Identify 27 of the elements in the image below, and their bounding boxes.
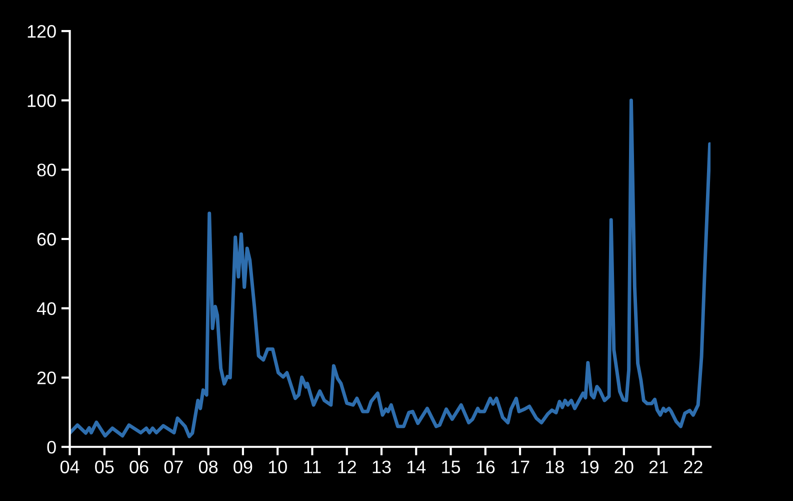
y-tick-label: 100 [28, 94, 56, 108]
x-tick-label: 13 [372, 460, 391, 474]
y-tick-label: 20 [37, 372, 56, 384]
x-tick-label: 22 [684, 460, 702, 474]
x-tick-label: 07 [164, 460, 183, 474]
x-tick-label: 19 [580, 460, 598, 474]
line-series [70, 98, 711, 438]
x-tick-label: 10 [268, 460, 287, 474]
y-tick-label: 60 [37, 232, 56, 246]
y-tick-label: 40 [36, 302, 56, 315]
x-tick-label: 17 [511, 460, 530, 474]
x-tick-label: 08 [198, 460, 218, 474]
x-tick-label: 14 [407, 460, 426, 474]
y-tick-label: 80 [37, 164, 56, 176]
x-tick-label: 09 [234, 460, 252, 474]
x-tick-label: 04 [60, 460, 80, 474]
x-tick-label: 20 [614, 460, 634, 474]
x-tick-label: 12 [338, 460, 356, 474]
x-tick-label: 15 [442, 460, 460, 474]
x-tick-label: 06 [130, 460, 148, 474]
x-tick-label: 21 [649, 460, 668, 474]
x-tick-label: 11 [304, 460, 321, 474]
x-tick-label: 18 [546, 460, 564, 474]
x-tick-label: 05 [95, 460, 114, 474]
x-tick-label: 16 [476, 460, 495, 474]
y-tick-label: 0 [47, 440, 56, 454]
y-tick-label: 120 [28, 24, 56, 38]
